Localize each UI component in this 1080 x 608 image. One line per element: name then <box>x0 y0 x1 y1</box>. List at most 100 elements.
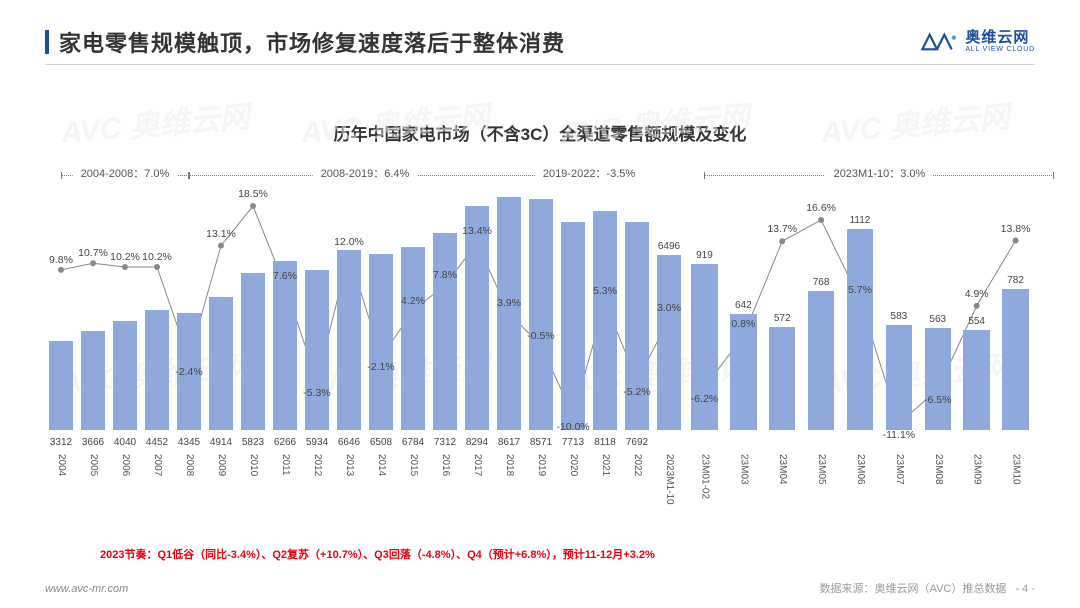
pct-label: 5.7% <box>848 284 872 296</box>
bar-value: 782 <box>1002 275 1028 286</box>
bar: 7312 <box>433 233 458 431</box>
x-label: 2023M1-10 <box>664 454 675 505</box>
x-label: 23M10 <box>1011 454 1022 485</box>
footer-source: 数据来源：奥维云网（AVC）推总数据 - 4 - <box>820 580 1035 596</box>
logo-text: 奥维云网 ALL VIEW CLOUD <box>965 30 1035 55</box>
bar: 5934 <box>305 270 330 430</box>
bar-value: 7312 <box>433 437 458 448</box>
bar: 782 <box>1002 289 1028 430</box>
pct-label: -5.3% <box>303 387 330 399</box>
chart-plot: 3312366640404452434549145823626659346646… <box>45 195 1035 430</box>
x-label: 2010 <box>248 454 259 476</box>
pct-label: 7.8% <box>433 269 457 281</box>
bar: 3312 <box>49 341 74 430</box>
x-label: 2018 <box>504 454 515 476</box>
pct-label: 13.1% <box>206 228 236 240</box>
bar: 6266 <box>273 261 298 430</box>
bar-value: 583 <box>886 311 912 322</box>
logo-icon <box>915 30 959 54</box>
bar-value: 4040 <box>113 437 138 448</box>
bar: 4914 <box>209 297 234 430</box>
pct-label: 13.8% <box>1001 223 1031 235</box>
x-label: 2011 <box>280 454 291 476</box>
bar-value: 3312 <box>49 437 74 448</box>
pct-label: 10.2% <box>142 251 172 263</box>
pct-label: 10.7% <box>78 247 108 259</box>
bar-value: 8571 <box>529 437 554 448</box>
period-bracket: 2004-2008：7.0% <box>61 165 189 187</box>
footnote: 2023节奏：Q1低谷（同比-3.4%）、Q2复苏（+10.7%）、Q3回落（-… <box>100 546 655 562</box>
x-label: 2008 <box>184 454 195 476</box>
logo-cn: 奥维云网 <box>965 30 1035 45</box>
period-brackets: 2004-2008：7.0%2008-2019：6.4%2019-2022：-3… <box>45 165 1035 187</box>
x-label: 2016 <box>440 454 451 476</box>
bar-value: 554 <box>963 316 989 327</box>
x-label: 2022 <box>632 454 643 476</box>
bar: 554 <box>963 330 989 430</box>
pct-label: 4.9% <box>965 288 989 300</box>
pct-label: 3.0% <box>657 302 681 314</box>
bar-value: 5823 <box>241 437 266 448</box>
bar-value: 642 <box>730 300 756 311</box>
x-label: 2020 <box>568 454 579 476</box>
x-label: 2021 <box>600 454 611 476</box>
chart-title: 历年中国家电市场（不含3C）全渠道零售额规模及变化 <box>0 120 1080 145</box>
pct-label: 16.6% <box>806 202 836 214</box>
page-number: - 4 - <box>1015 583 1035 595</box>
x-label: 2017 <box>472 454 483 476</box>
header: 家电零售规模触顶，市场修复速度落后于整体消费 奥维云网 ALL VIEW CLO… <box>45 24 1035 60</box>
x-label: 2014 <box>376 454 387 476</box>
bar-value: 768 <box>808 277 834 288</box>
bar: 8617 <box>497 197 522 430</box>
x-label: 2009 <box>216 454 227 476</box>
x-label: 23M05 <box>816 454 827 485</box>
x-label: 2019 <box>536 454 547 476</box>
x-label: 23M09 <box>972 454 983 485</box>
bar: 3666 <box>81 331 106 430</box>
pct-label: -2.1% <box>367 361 394 373</box>
x-label: 2004 <box>56 454 67 476</box>
bar: 6784 <box>401 247 426 430</box>
bar: 7713 <box>561 222 586 430</box>
pct-label: 7.6% <box>273 270 297 282</box>
bar-value: 563 <box>925 314 951 325</box>
x-label: 2015 <box>408 454 419 476</box>
bar-value: 7713 <box>561 437 586 448</box>
x-label: 2012 <box>312 454 323 476</box>
pct-label: 12.0% <box>334 236 364 248</box>
period-bracket: 2023M1-10：3.0% <box>704 165 1054 187</box>
bar-value: 8118 <box>593 437 618 448</box>
bar: 768 <box>808 291 834 430</box>
period-bracket: 2008-2019：6.4% <box>189 165 541 187</box>
bar: 8571 <box>529 199 554 431</box>
chart: 2004-2008：7.0%2008-2019：6.4%2019-2022：-3… <box>45 160 1035 490</box>
x-label: 23M01-02 <box>699 454 710 499</box>
header-rule <box>45 64 1035 65</box>
title-bar: 家电零售规模触顶，市场修复速度落后于整体消费 <box>45 26 565 58</box>
pct-label: 3.9% <box>497 297 521 309</box>
x-axis: 2004200520062007200820092010201120122013… <box>45 454 1035 490</box>
bar: 6508 <box>369 254 394 430</box>
slide: 家电零售规模触顶，市场修复速度落后于整体消费 奥维云网 ALL VIEW CLO… <box>0 0 1080 608</box>
bar-value: 1112 <box>847 215 873 226</box>
footer: www.avc-mr.com 数据来源：奥维云网（AVC）推总数据 - 4 - <box>45 580 1035 596</box>
x-label: 2007 <box>152 454 163 476</box>
bar: 1112 <box>847 229 873 430</box>
x-label: 23M07 <box>894 454 905 485</box>
bar-value: 6496 <box>657 241 682 252</box>
pct-label: -10.0% <box>556 421 589 433</box>
bar-value: 6508 <box>369 437 394 448</box>
x-label: 23M08 <box>933 454 944 485</box>
bar: 8118 <box>593 211 618 430</box>
bar: 572 <box>769 327 795 430</box>
x-label: 2006 <box>120 454 131 476</box>
pct-label: -11.1% <box>883 429 916 441</box>
bar: 4452 <box>145 310 170 430</box>
x-label: 2013 <box>344 454 355 476</box>
pct-label: 9.8% <box>49 254 73 266</box>
x-label: 23M03 <box>738 454 749 485</box>
bar: 6646 <box>337 250 362 430</box>
bar-value: 8617 <box>497 437 522 448</box>
bar-value: 6646 <box>337 437 362 448</box>
bar-value: 3666 <box>81 437 106 448</box>
